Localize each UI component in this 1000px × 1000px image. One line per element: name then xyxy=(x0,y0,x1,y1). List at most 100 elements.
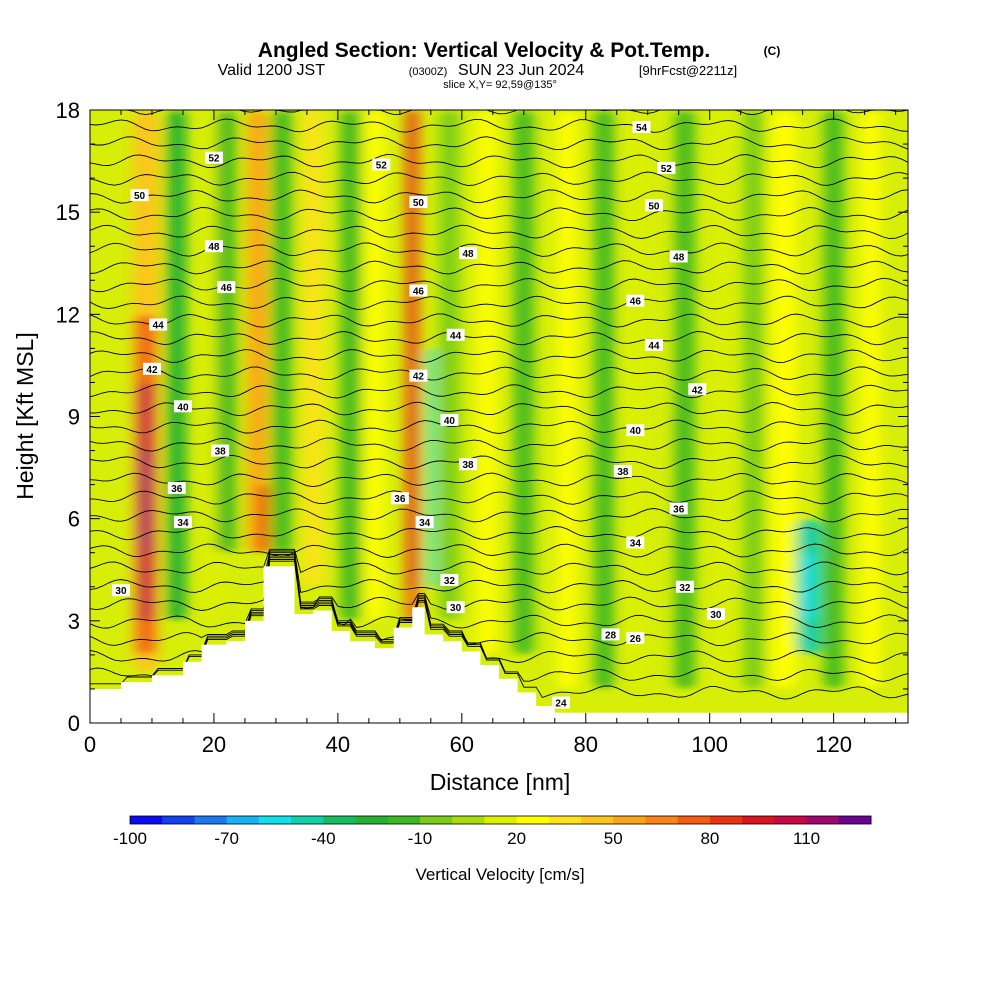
colorbar-tick-label: 80 xyxy=(700,829,719,848)
contour-label-bg xyxy=(415,516,434,529)
contour-label-bg xyxy=(204,240,223,253)
x-tick-label: 40 xyxy=(326,732,350,757)
theta-contour-line xyxy=(90,560,908,700)
theta-contour-line xyxy=(90,472,908,488)
contour-label-bg xyxy=(167,482,186,495)
y-tick-label: 0 xyxy=(68,711,80,736)
theta-contour-line xyxy=(90,419,908,434)
contour-label-bg xyxy=(675,580,694,593)
contour-label: 46 xyxy=(413,286,425,297)
contour-label: 52 xyxy=(208,154,220,165)
x-tick-label: 80 xyxy=(574,732,598,757)
colorbar-swatch xyxy=(774,816,808,824)
contour-label: 40 xyxy=(177,402,189,413)
theta-contour-line xyxy=(90,260,908,275)
valid-date-label: SUN 23 Jun 2024 xyxy=(458,62,584,79)
colorbar-swatch xyxy=(452,816,485,824)
theta-contour-line xyxy=(90,550,908,594)
velocity-cell xyxy=(514,110,534,655)
valid-time-label: Valid 1200 JST xyxy=(218,62,326,79)
theta-contour-line xyxy=(90,295,908,310)
contour-label-bg xyxy=(632,121,651,134)
y-tick-label: 3 xyxy=(68,609,80,634)
forecast-label: [9hrFcst@2211z] xyxy=(639,63,737,78)
velocity-cell xyxy=(248,110,267,553)
colorbar-swatch xyxy=(838,816,872,824)
contour-label-bg xyxy=(372,158,391,171)
colorbar-swatch xyxy=(162,816,195,824)
velocity-cell xyxy=(440,110,459,621)
contour-label: 40 xyxy=(444,416,456,427)
contour-label-bg xyxy=(390,492,409,505)
x-tick-label: 0 xyxy=(84,732,96,757)
velocity-cell xyxy=(272,110,292,553)
theta-contour-line xyxy=(90,437,908,452)
copyright-mark: (C) xyxy=(764,44,781,58)
colorbar-swatch xyxy=(709,816,743,824)
theta-contour-line xyxy=(90,171,908,186)
y-tick-label: 15 xyxy=(56,200,80,225)
colorbar-tick-label: -70 xyxy=(214,829,239,848)
colorbar-swatch xyxy=(677,816,711,824)
contour-label: 38 xyxy=(462,460,474,471)
colorbar-tick-label: -40 xyxy=(311,829,336,848)
colorbar-title: Vertical Velocity [cm/s] xyxy=(415,865,584,884)
theta-contour-line xyxy=(90,401,908,417)
colorbar-tick-label: -10 xyxy=(408,829,433,848)
colorbar-swatch xyxy=(645,816,679,824)
velocity-cell xyxy=(675,110,695,689)
y-tick-label: 12 xyxy=(56,302,80,327)
contour-label: 52 xyxy=(661,164,673,175)
slice-label: slice X,Y= 92,59@135° xyxy=(443,79,557,91)
contour-label: 44 xyxy=(153,321,165,332)
x-tick-label: 120 xyxy=(815,732,852,757)
theta-contour-line xyxy=(90,548,908,576)
contour-label-bg xyxy=(211,444,230,457)
contour-label: 42 xyxy=(692,385,704,396)
theta-contour-line xyxy=(90,118,908,133)
theta-contour-line xyxy=(90,557,908,665)
contour-label-bg xyxy=(173,400,192,413)
contour-label: 42 xyxy=(413,372,425,383)
colorbar-swatch xyxy=(516,816,550,824)
contour-label-bg xyxy=(706,608,725,621)
contour-label: 34 xyxy=(177,518,189,529)
velocity-cell xyxy=(861,110,881,689)
theta-contour-line xyxy=(90,553,908,629)
x-axis-title: Distance [nm] xyxy=(430,769,571,795)
contour-label-bg xyxy=(644,338,663,351)
x-tick-label: 100 xyxy=(691,732,728,757)
contour-label: 30 xyxy=(115,586,127,597)
contour-labels: 54 52 52 52 50 50 50 48 48 48 46 46 46 44 44 44 42 42 42 40… xyxy=(111,121,725,710)
contour-label-bg xyxy=(626,536,645,549)
velocity-cell xyxy=(365,110,385,621)
colorbar-swatch xyxy=(323,816,357,824)
colorbar-tick-label: 110 xyxy=(793,829,820,848)
valid-utc-label: (0300Z) xyxy=(409,66,448,78)
velocity-cell xyxy=(477,110,496,655)
contour-label: 50 xyxy=(648,201,660,212)
contour-label-bg xyxy=(130,189,149,202)
theta-contour-line xyxy=(90,313,908,328)
velocity-cell xyxy=(340,110,360,621)
colorbar-swatch xyxy=(194,816,228,824)
contour-label-bg xyxy=(446,328,465,341)
colorbar-swatch xyxy=(387,816,421,824)
contour-label: 34 xyxy=(630,539,642,550)
velocity-cell xyxy=(427,348,435,587)
theta-contour-line xyxy=(90,366,908,381)
theta-contour-line xyxy=(90,543,908,558)
contour-label: 38 xyxy=(215,447,227,458)
contour-label: 36 xyxy=(171,484,183,495)
colorbar-swatch xyxy=(806,816,840,824)
contour-label-bg xyxy=(688,383,707,396)
colorbar: -100 -70 -40 -10 20 50 80 110 xyxy=(113,815,872,848)
theta-contour-line xyxy=(90,189,908,204)
velocity-cell xyxy=(167,110,187,621)
colorbar-swatch xyxy=(581,816,614,824)
colorbar-swatch xyxy=(258,816,292,824)
theta-contour-line xyxy=(90,110,908,116)
contour-label-bg xyxy=(173,516,192,529)
